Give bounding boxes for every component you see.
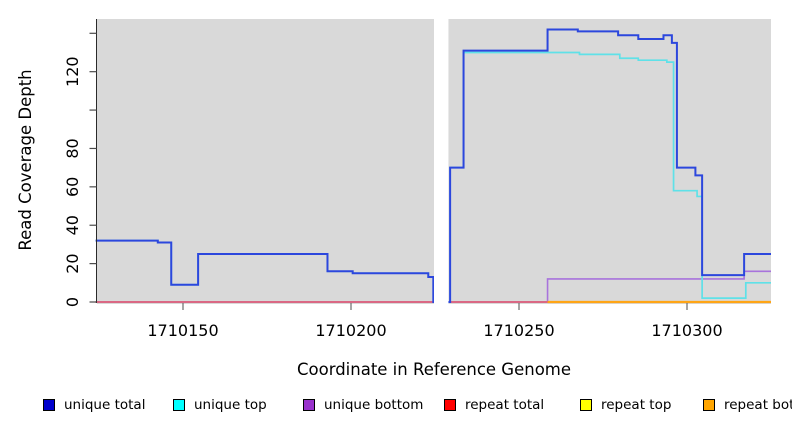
legend-item-unique-top: unique top: [173, 398, 267, 412]
y-tick-label: 60: [63, 177, 82, 197]
chart-canvas: 1710150 1710200 1710250 1710300 0 20 40 60 80 120…: [16, 19, 771, 379]
legend-swatch-unique-top: [173, 399, 185, 411]
x-tick-label: 1710150: [147, 321, 218, 340]
legend-item-repeat-total: repeat total: [444, 398, 544, 412]
y-axis-title: Read Coverage Depth: [16, 69, 35, 250]
x-tick-label: 1710250: [483, 321, 554, 340]
y-tick-label: 40: [63, 215, 82, 235]
legend-swatch-repeat-total: [444, 399, 456, 411]
y-tick-label: 120: [63, 56, 82, 87]
y-tick-label: 80: [63, 138, 82, 158]
x-tick-label: 1710200: [315, 321, 386, 340]
x-axis-title: Coordinate in Reference Genome: [297, 360, 571, 379]
legend-swatch-repeat-bottom: [703, 399, 715, 411]
y-tick-label: 20: [63, 253, 82, 273]
legend-label: repeat top: [601, 397, 672, 413]
legend-item-repeat-top: repeat top: [580, 398, 671, 412]
legend-label: unique total: [64, 397, 146, 413]
series-unique-total: [95, 28, 771, 303]
legend-item-repeat-bottom: repeat bottom: [703, 398, 792, 412]
legend-label: unique top: [194, 397, 267, 413]
legend-swatch-repeat-top: [580, 399, 592, 411]
legend-swatch-unique-total: [43, 399, 55, 411]
legend-item-unique-bottom: unique bottom: [303, 398, 423, 412]
legend-label: repeat bottom: [724, 397, 792, 413]
legend-swatch-unique-bottom: [303, 399, 315, 411]
legend-item-unique-total: unique total: [43, 398, 145, 412]
x-tick-label: 1710300: [651, 321, 722, 340]
legend-label: unique bottom: [324, 397, 424, 413]
legend-label: repeat total: [465, 397, 545, 413]
y-tick-label: 0: [63, 297, 82, 307]
coverage-gap-band: [433, 19, 449, 305]
